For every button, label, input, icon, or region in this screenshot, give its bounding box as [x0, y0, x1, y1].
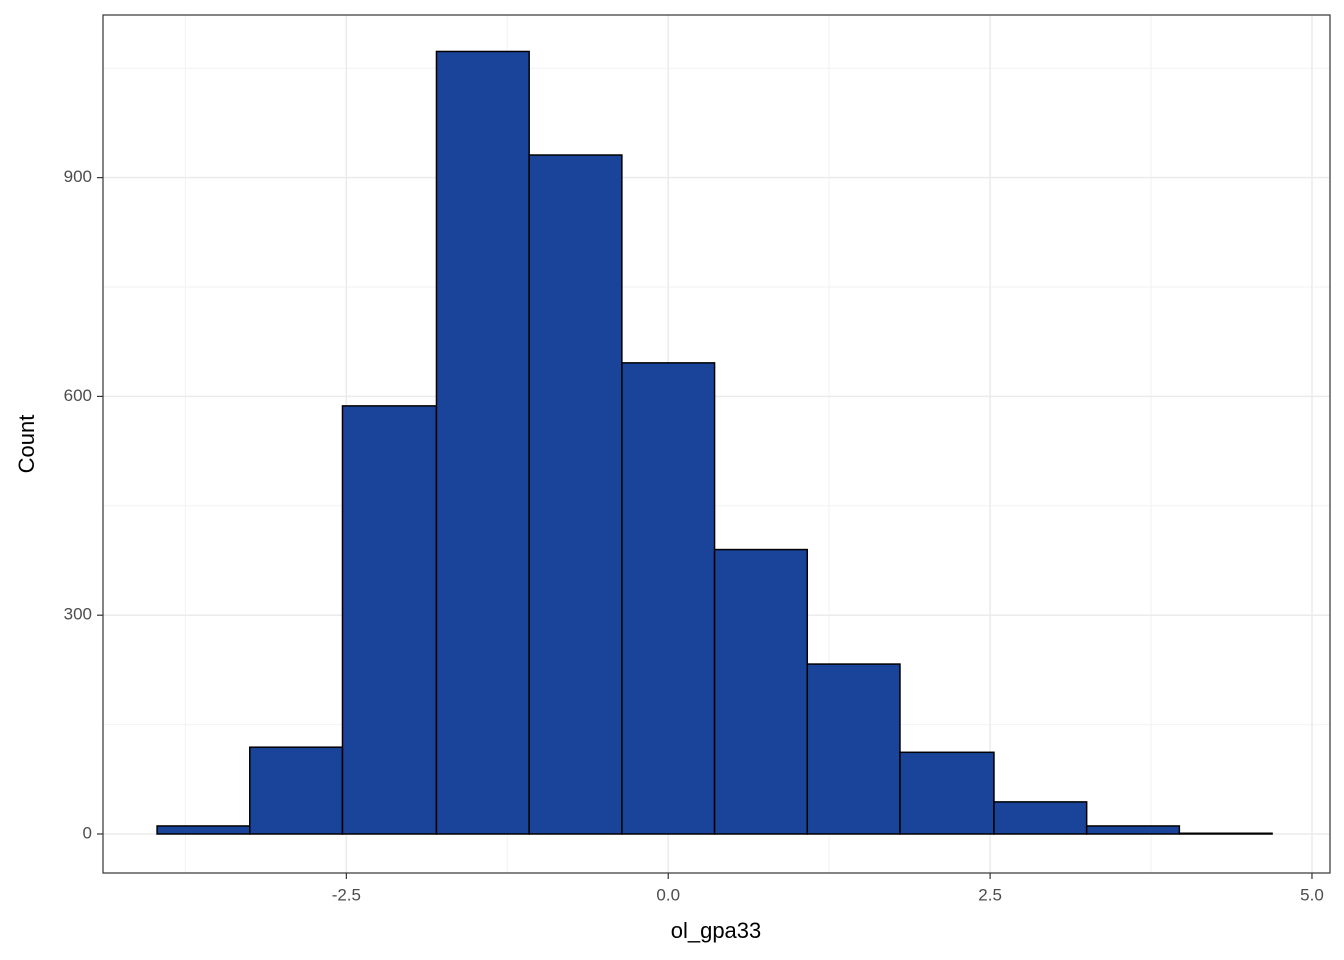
bar — [899, 751, 995, 835]
bar — [806, 663, 901, 835]
x-axis-label: ol_gpa33 — [671, 918, 762, 943]
plot-border — [102, 14, 1331, 874]
y-axis-label: Count — [14, 415, 39, 474]
x-tick-label: 5.0 — [1300, 885, 1324, 904]
bar — [621, 362, 716, 835]
x-tick-label: 2.5 — [978, 885, 1002, 904]
bar — [435, 50, 530, 835]
y-tick-label: 900 — [64, 167, 92, 186]
bar — [341, 405, 438, 835]
bar — [249, 746, 344, 835]
bar — [156, 825, 251, 835]
y-tick-label: 0 — [83, 823, 92, 842]
x-tick-label: 0.0 — [656, 885, 680, 904]
bar — [713, 548, 809, 835]
y-tick-label: 300 — [64, 605, 92, 624]
bar — [1178, 832, 1273, 835]
bar — [528, 154, 623, 835]
y-tick-label: 600 — [64, 386, 92, 405]
bar — [993, 801, 1088, 835]
x-tick-label: -2.5 — [332, 885, 361, 904]
bar — [1085, 825, 1181, 835]
